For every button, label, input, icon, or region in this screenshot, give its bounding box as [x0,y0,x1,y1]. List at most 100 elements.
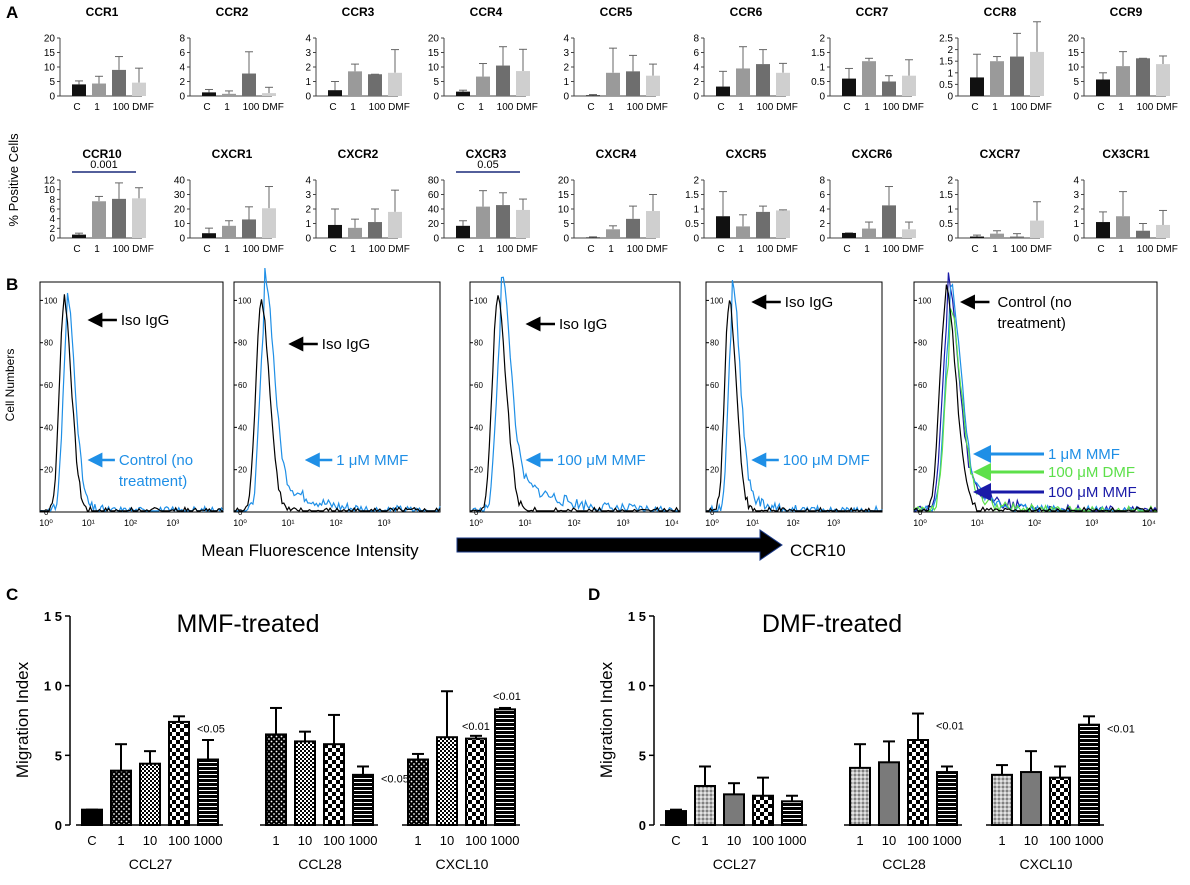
p-value-label: <0.05 [381,773,409,785]
x-tick-label: 100 [113,102,130,113]
group-label: CCL27 [129,856,173,872]
y-tick-label: 0 [918,508,923,517]
bar-dmf [388,211,402,238]
y-tick-label: 5 [563,219,569,230]
y-tick-label: 1 [1073,219,1079,230]
bar-ccl27-10 [723,793,745,827]
y-tick-label: 4 [49,214,55,225]
bar-c [328,90,342,96]
y-tick-label: 20 [44,34,56,45]
y-tick-label: 10 [558,205,570,216]
x-tick-label: 100 [243,102,260,113]
iso-label: Iso IgG [121,312,169,329]
y-tick-label: 60 [710,381,719,390]
y-tick-label: 4 [179,63,185,74]
y-tick-label: 2 [305,63,311,74]
bar-100 [1010,56,1024,96]
y-tick-label: 60 [474,381,483,390]
x-tick-label: 10 [298,833,312,848]
bar-1 [1116,66,1130,96]
bar-dmf [516,209,530,238]
y-tick-label: 10 [428,63,440,74]
x-tick-label: 100 [757,244,774,255]
y-tick-label: 2 [1073,205,1079,216]
y-tick-label: 15 [428,48,440,59]
chart-ylabel: Migration Index [597,661,616,778]
x-tick-label: 10 [727,833,741,848]
bar-c [202,233,216,238]
x-tick-label: C [73,102,80,113]
x-tick-label: 10² [1028,518,1041,528]
panel-b: 0 20 40 60 80 100 10⁰ 10¹ 10² 10³ Iso IgG Control (… [39,267,1158,528]
x-tick-label: 1 [608,244,614,255]
y-tick-label: 40 [710,423,719,432]
bar-ccl28-1 [265,733,287,827]
bar-ccl27-1 [110,769,132,826]
mini-chart-ccr1: CCR1 0 5 10 15 20 C 1 100 DMF [44,5,154,113]
mini-chart-title: CCR7 [856,5,889,19]
y-tick-label: 20 [918,466,927,475]
mini-chart-title: CX3CR1 [1102,147,1150,161]
bar-c [716,216,730,238]
bar-dmf [776,210,790,238]
bar-100 [1010,236,1024,238]
x-tick-label: C [203,244,210,255]
mini-chart-ccr6: CCR6 0 2 4 6 8 C 1 100 DMF [693,5,797,113]
y-tick-label: 0 [305,92,311,103]
x-tick-label: 10³ [166,518,179,528]
y-tick-label: 8 [693,34,699,45]
treatment-label: 100 μM DMF [783,452,870,469]
ccr10-big-arrow [456,529,783,561]
panel-a-ylabel: % Positive Cells [6,133,21,227]
y-tick-label: 15 [1068,48,1080,59]
y-tick-label: 40 [238,423,247,432]
x-tick-label: DMF [262,244,284,255]
histogram-plot-2: 0 20 40 60 80 100 10⁰ 10¹ 10² 10³ Iso IgG 1 μM MMF [233,267,441,528]
bar-dmf [1156,64,1170,96]
bar-1 [990,233,1004,238]
x-tick-label: DMF [132,244,154,255]
x-tick-label: 10¹ [746,518,759,528]
mini-chart-cxcr2: CXCR2 0 1 2 3 4 C 1 100 DMF [305,147,409,255]
y-tick-label: 6 [819,190,825,201]
x-tick-label: C [203,102,210,113]
bar-1 [862,61,876,96]
mini-chart-title: CCR1 [86,5,119,19]
y-tick-label: 4 [563,34,569,45]
y-tick-label: 0 [44,508,49,517]
x-tick-label: 10¹ [82,518,95,528]
y-tick-label: 2 [563,63,569,74]
x-tick-label: DMF [516,244,538,255]
x-tick-label: 1 [738,244,744,255]
bar-dmf [646,211,660,238]
bar-dmf [516,71,530,96]
bar-ccl28-100 [907,739,929,826]
x-tick-label: C [587,102,594,113]
y-tick-label: 100 [474,296,488,305]
x-tick-label: C [717,102,724,113]
y-tick-label: 100 [44,296,58,305]
bar-100 [496,65,510,96]
control-label: Control (no [997,294,1071,311]
panel-label-d: D [588,585,600,604]
y-tick-label: 100 [918,296,932,305]
x-tick-label: 1 [478,244,484,255]
bar-ccl28-1 [849,766,871,827]
bar-100 [1136,230,1150,238]
bar-c [842,232,856,238]
x-tick-label: 10¹ [281,518,294,528]
y-tick-label: 20 [1068,34,1080,45]
legend-label: 100 μM MMF [1048,484,1137,501]
x-tick-label: DMF [132,102,154,113]
x-tick-label: C [671,833,680,848]
y-tick-label: 5 [433,77,439,88]
x-tick-label: 100 [323,833,345,848]
y-tick-label: 5 [639,748,646,763]
y-tick-label: 0.5 [939,219,953,230]
x-tick-label: C [329,244,336,255]
mini-chart-title: CXCR3 [466,147,507,161]
x-tick-label: DMF [388,102,410,113]
bar-1 [1116,216,1130,238]
bar-dmf [388,72,402,96]
